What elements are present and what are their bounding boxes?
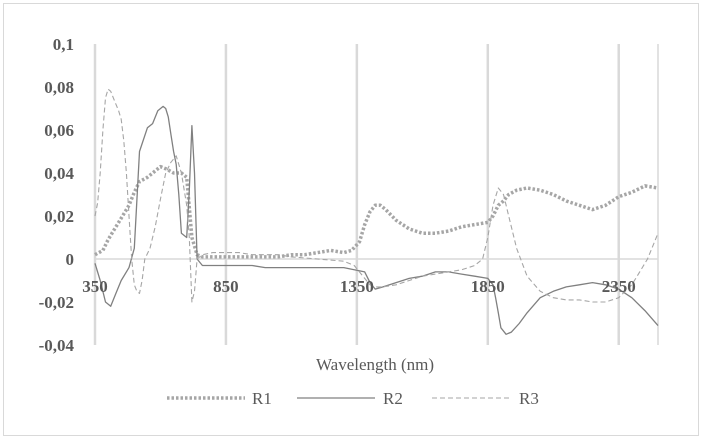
- chart-frame: [3, 3, 699, 436]
- x-tick-label: 2350: [602, 277, 636, 296]
- gridlines: [93, 44, 659, 345]
- legend-label-r1: R1: [252, 389, 272, 408]
- y-tick-label: 0,1: [53, 35, 74, 54]
- y-tick-label: 0,02: [44, 207, 74, 226]
- y-axis-tick-labels: 0,1 0,08 0,06 0,04 0,02 0 -0,02 -0,04: [39, 35, 75, 355]
- legend-item-r2: R2: [297, 389, 403, 408]
- y-tick-label: -0,04: [39, 336, 75, 355]
- legend-item-r3: R3: [432, 389, 539, 408]
- x-tick-label: 1350: [340, 277, 374, 296]
- legend-label-r2: R2: [383, 389, 403, 408]
- legend: R1 R2 R3: [167, 389, 539, 408]
- legend-label-r3: R3: [519, 389, 539, 408]
- y-tick-label: -0,02: [39, 293, 74, 312]
- series-layer: [94, 88, 659, 335]
- y-tick-label: 0: [66, 250, 75, 269]
- x-tick-label: 850: [213, 277, 239, 296]
- x-axis-title: Wavelength (nm): [316, 355, 434, 374]
- series-line-r1: [94, 164, 659, 259]
- y-tick-label: 0,08: [44, 78, 74, 97]
- x-tick-label: 350: [82, 277, 108, 296]
- x-tick-label: 1850: [471, 277, 505, 296]
- legend-item-r1: R1: [167, 389, 272, 408]
- series-line-r2: [94, 105, 659, 335]
- series-line-r3: [94, 88, 659, 303]
- y-tick-label: 0,04: [44, 164, 74, 183]
- y-tick-label: 0,06: [44, 121, 74, 140]
- x-axis-tick-labels: 350 850 1350 1850 2350: [82, 277, 635, 296]
